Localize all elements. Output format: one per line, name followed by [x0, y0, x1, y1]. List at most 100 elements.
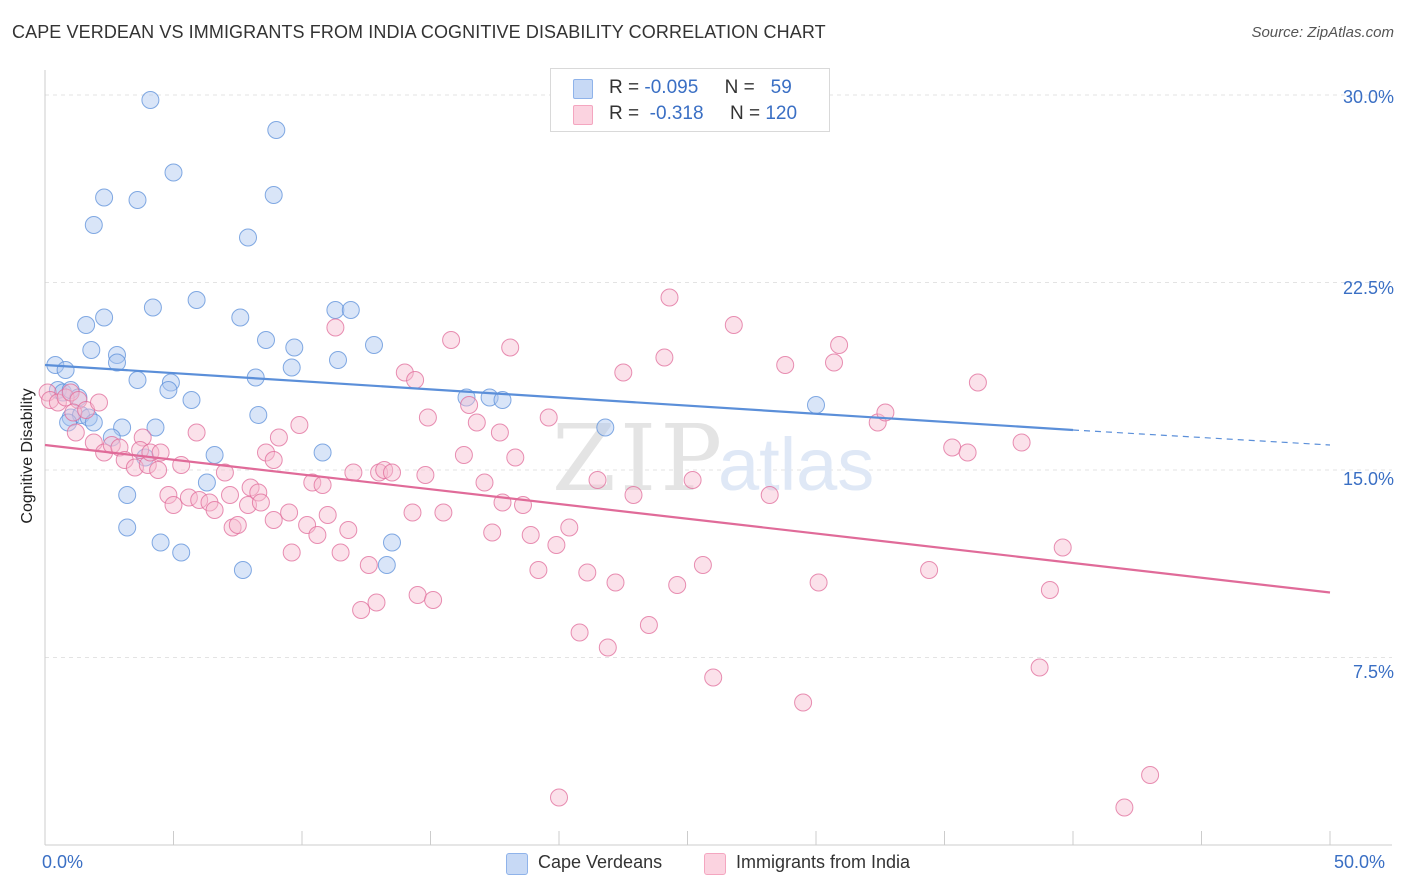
legend-label: Cape Verdeans — [538, 852, 663, 872]
india-immigrant-trend-line — [44, 443, 1331, 594]
cape-verdean-point — [84, 216, 103, 234]
correlation-legend: R = -0.095 N = 59 R = -0.318 N = 120 — [550, 68, 830, 132]
india-immigrant-point — [352, 601, 371, 619]
india-immigrant-point — [475, 473, 494, 492]
watermark-atlas: atlas — [718, 423, 874, 506]
india-immigrant-point — [624, 486, 643, 504]
cape-verdean-point — [95, 188, 114, 207]
india-immigrant-point — [90, 393, 108, 412]
india-immigrant-point — [655, 348, 674, 367]
india-immigrant-point — [326, 318, 345, 337]
cape-verdean-point — [329, 351, 347, 369]
r-value: -0.095 — [644, 77, 699, 98]
cape-verdean-point — [143, 298, 162, 317]
india-immigrant-point — [223, 518, 242, 537]
india-immigrant-point — [403, 503, 422, 522]
cape-verdean-point — [249, 406, 268, 424]
cape-verdean-point — [282, 358, 301, 377]
r-label: R = — [609, 77, 640, 98]
india-immigrant-point — [660, 288, 679, 307]
india-immigrant-point — [313, 476, 332, 494]
india-immigrant-point — [943, 438, 962, 457]
n-label: N = — [729, 103, 761, 124]
india-immigrant-point — [61, 383, 80, 402]
india-immigrant-point — [318, 506, 337, 524]
india-immigrant-point — [159, 486, 178, 504]
y-tick-label-7-5: 7.5% — [1352, 662, 1394, 682]
legend-swatch — [506, 853, 528, 875]
india-immigrant-point — [228, 516, 247, 534]
india-immigrant-point — [280, 503, 299, 522]
india-immigrant-point — [825, 353, 843, 372]
india-immigrant-point — [331, 543, 350, 562]
cape-verdean-point — [377, 556, 396, 574]
n-value: 59 — [770, 77, 792, 98]
cape-verdean-point — [383, 533, 401, 552]
trend-lines — [44, 363, 1331, 594]
india-immigrant-point — [131, 441, 150, 459]
cape-verdean-point — [197, 473, 216, 492]
cape-verdean-point — [164, 163, 183, 182]
cape-verdean-point — [128, 191, 147, 209]
cape-verdean-point — [187, 291, 206, 309]
india-immigrant-point — [683, 471, 702, 489]
india-immigrant-point — [264, 451, 283, 469]
india-immigrant-point — [560, 518, 579, 537]
legend-label: Immigrants from India — [736, 852, 911, 872]
data-points — [38, 91, 1160, 817]
series-legend: Cape Verdeans Immigrants from India — [0, 852, 1406, 878]
source-credit: Source: ZipAtlas.com — [1251, 24, 1394, 41]
watermark: ZIP atlas — [552, 405, 874, 512]
india-immigrant-point — [282, 543, 301, 562]
india-immigrant-point — [483, 523, 502, 542]
cape-verdean-point — [77, 316, 96, 334]
india-immigrant-point — [809, 573, 828, 592]
cape-verdean-point — [151, 533, 170, 552]
india-immigrant-point — [370, 463, 389, 482]
legend-swatch — [573, 79, 593, 99]
india-immigrant-point — [529, 561, 548, 579]
india-immigrant-point — [406, 371, 425, 389]
india-immigrant-point — [521, 526, 540, 544]
india-immigrant-point — [876, 403, 895, 422]
india-immigrant-point — [606, 573, 625, 592]
cape-verdean-point — [596, 418, 615, 437]
india-immigrant-point — [395, 363, 414, 382]
india-immigrant-point — [1030, 658, 1049, 677]
cape-verdean-point — [118, 518, 137, 537]
cape-verdean-point — [285, 338, 304, 357]
india-immigrant-point — [1053, 538, 1072, 557]
cape-verdean-point — [118, 486, 137, 504]
india-immigrant-point — [588, 471, 607, 489]
india-immigrant-point — [693, 556, 712, 574]
india-immigrant-point — [205, 501, 224, 519]
india-immigrant-point — [251, 493, 270, 512]
india-immigrant-point — [290, 416, 309, 434]
india-immigrant-point — [344, 463, 363, 482]
india-immigrant-point — [760, 486, 779, 504]
cape-verdean-point — [365, 336, 383, 354]
india-immigrant-point — [215, 463, 234, 482]
india-immigrant-point — [550, 788, 568, 807]
cape-verdean-point — [59, 413, 78, 432]
india-immigrant-point — [570, 623, 589, 642]
x-tick-label-max: 50.0% — [1334, 852, 1386, 872]
india-immigrant-point — [539, 408, 558, 427]
legend-stats: R = -0.095 N = 59 — [609, 77, 792, 99]
india-immigrant-point — [578, 563, 597, 582]
watermark-zip: ZIP — [552, 405, 726, 512]
india-immigrant-point — [179, 488, 198, 507]
cape-verdean-point — [141, 91, 160, 109]
india-immigrant-point — [776, 356, 795, 374]
cape-verdean-trend-line — [44, 363, 1074, 432]
cape-verdean-point — [457, 388, 476, 407]
cape-verdean-point — [82, 341, 101, 359]
india-immigrant-point — [367, 593, 386, 612]
india-immigrant-point — [639, 616, 658, 634]
r-label: R = — [609, 103, 640, 124]
india-immigrant-point — [383, 463, 401, 482]
india-immigrant-point — [506, 448, 525, 467]
india-immigrant-point — [308, 526, 327, 544]
india-immigrant-point — [418, 408, 437, 427]
